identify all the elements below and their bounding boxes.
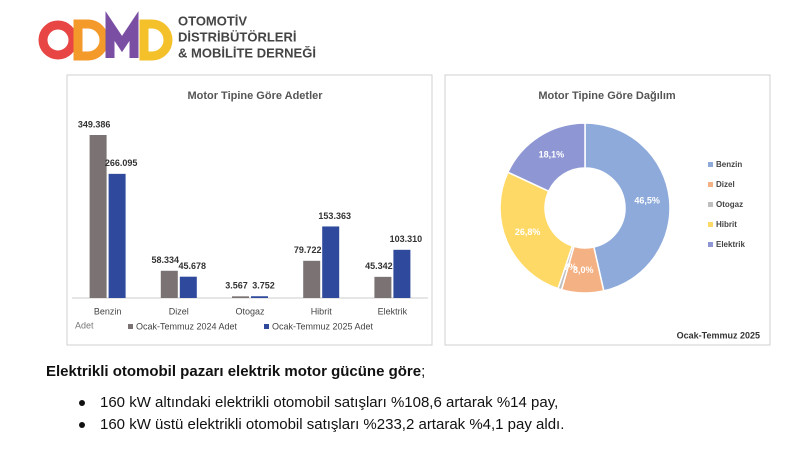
pie-slice <box>499 171 574 290</box>
legend-swatch <box>708 162 713 167</box>
legend-swatch <box>708 222 713 227</box>
bar <box>232 296 249 298</box>
heading: Elektrikli otomobil pazarı elektrik moto… <box>46 363 425 380</box>
legend-label: Otogaz <box>716 200 743 209</box>
logo-shape <box>105 11 139 58</box>
value-label: 46,5% <box>634 195 660 205</box>
bullet <box>79 422 85 428</box>
heading-text: Elektrikli otomobil pazarı elektrik moto… <box>46 363 421 380</box>
heading-punct: ; <box>421 363 425 380</box>
org-line: OTOMOTİV <box>178 13 247 28</box>
value-label: 0,7% <box>556 262 577 272</box>
x-tick-label: Dizel <box>169 306 189 316</box>
chart-title: Motor Tipine Göre Dağılım <box>538 90 676 102</box>
value-label: 18,1% <box>539 150 565 160</box>
legend-swatch <box>708 242 713 247</box>
bar <box>374 276 392 298</box>
panel <box>444 74 771 346</box>
legend-label: Ocak-Temmuz 2025 Adet <box>272 321 374 331</box>
legend-label: Ocak-Temmuz 2024 Adet <box>136 321 238 331</box>
bar <box>160 270 178 298</box>
bar <box>108 173 126 298</box>
legend-label: Benzin <box>716 160 742 169</box>
x-tick-label: Benzin <box>94 306 122 316</box>
bar <box>251 296 268 298</box>
value-label: 153.363 <box>318 211 351 221</box>
value-label: 349.386 <box>78 119 111 129</box>
value-label: 79.722 <box>294 245 322 255</box>
chart-note: Ocak-Temmuz 2025 <box>677 330 760 340</box>
value-label: 266.095 <box>105 158 138 168</box>
legend-label: Dizel <box>716 180 735 189</box>
bar <box>322 226 340 298</box>
x-tick-label: Otogaz <box>235 306 265 316</box>
pie-slice <box>506 122 586 193</box>
legend-swatch <box>708 202 713 207</box>
bar <box>89 135 107 298</box>
bar <box>393 249 411 298</box>
value-label: 103.310 <box>390 234 423 244</box>
value-label: 3.752 <box>252 281 275 291</box>
axis-label: Adet <box>75 320 94 330</box>
value-label: 26,8% <box>515 227 541 237</box>
logo-shape <box>73 19 109 61</box>
pie-slice <box>584 122 671 292</box>
bullet-text: 160 kW altındaki elektrikli otomobil sat… <box>100 394 558 411</box>
legend-swatch <box>128 324 133 329</box>
bar <box>303 260 321 298</box>
bar <box>179 276 197 298</box>
x-tick-label: Elektrik <box>378 306 408 316</box>
value-label: 45.678 <box>179 261 207 271</box>
value-label: 58.334 <box>152 255 180 265</box>
panel <box>66 74 433 346</box>
org-line: & MOBİLİTE DERNEĞİ <box>178 45 316 60</box>
logo-shape <box>38 20 78 60</box>
x-tick-label: Hibrit <box>311 306 333 316</box>
value-label: 45.342 <box>365 261 393 271</box>
legend-swatch <box>708 182 713 187</box>
bullet <box>79 400 85 406</box>
legend-swatch <box>264 324 269 329</box>
chart-title: Motor Tipine Göre Adetler <box>187 90 323 102</box>
org-line: DİSTRİBÜTÖRLERİ <box>178 29 296 44</box>
logo <box>38 11 173 61</box>
logo-shape <box>139 19 173 61</box>
legend-label: Elektrik <box>716 240 745 249</box>
value-label: 3.567 <box>225 281 248 291</box>
value-label: 8,0% <box>573 265 594 275</box>
bullet-text: 160 kW üstü elektrikli otomobil satışlar… <box>100 416 564 433</box>
legend-label: Hibrit <box>716 220 737 229</box>
